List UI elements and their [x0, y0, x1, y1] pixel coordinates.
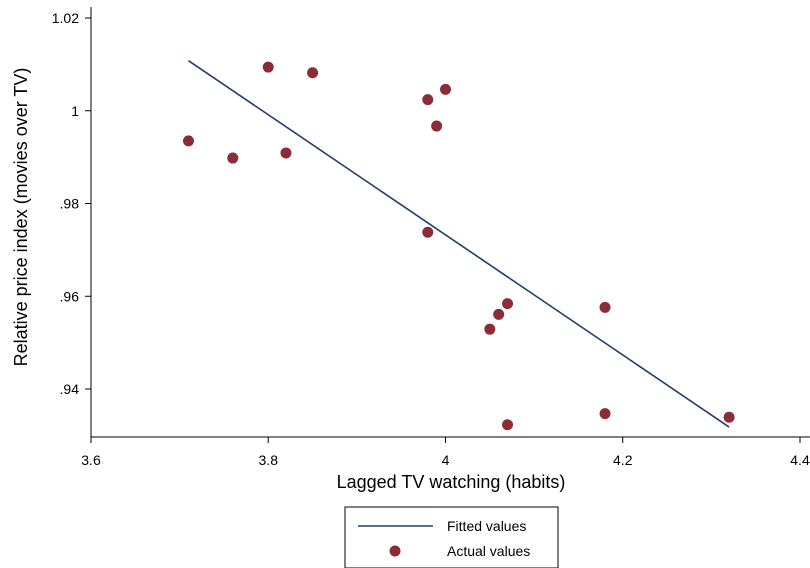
- legend-box: [344, 506, 559, 568]
- y-tick-label: 1: [71, 103, 79, 119]
- y-tick-label: 1.02: [52, 10, 79, 26]
- legend: Fitted values Actual values: [344, 506, 559, 568]
- data-point: [227, 152, 239, 164]
- y-tick-label: .98: [60, 196, 80, 212]
- y-tick-label: .94: [60, 381, 80, 397]
- data-point: [484, 323, 496, 335]
- fitted-line: [188, 60, 730, 428]
- axes: .94 .96 .98 1 1.02 3.6 3.8 4 4.2 4.4: [52, 7, 810, 468]
- data-point: [502, 419, 514, 431]
- data-point: [493, 308, 505, 320]
- x-tick-label: 4: [442, 452, 450, 468]
- legend-label: Fitted values: [447, 518, 526, 534]
- x-tick-label: 3.6: [81, 452, 101, 468]
- plot-area: [182, 60, 735, 431]
- y-ticks: .94 .96 .98 1 1.02: [52, 10, 91, 397]
- data-point: [307, 67, 319, 79]
- data-point: [262, 61, 274, 73]
- x-axis-title: Lagged TV watching (habits): [337, 472, 566, 492]
- data-point: [440, 83, 451, 95]
- data-point: [422, 226, 434, 238]
- x-tick-label: 4.2: [613, 452, 633, 468]
- data-point: [431, 120, 443, 132]
- data-point: [422, 94, 434, 106]
- x-ticks: 3.6 3.8 4 4.2 4.4: [81, 437, 810, 468]
- legend-marker-swatch: [389, 545, 401, 557]
- data-point: [182, 135, 194, 147]
- y-tick-label: .96: [60, 288, 80, 304]
- data-point: [599, 408, 611, 420]
- x-tick-label: 3.8: [259, 452, 279, 468]
- data-point: [599, 301, 611, 313]
- legend-items: Fitted values Actual values: [358, 518, 530, 559]
- data-point: [502, 298, 514, 310]
- x-tick-label: 4.4: [790, 452, 810, 468]
- data-point: [280, 147, 292, 159]
- data-point: [723, 411, 735, 423]
- legend-label: Actual values: [447, 543, 530, 559]
- y-axis-title: Relative price index (movies over TV): [11, 68, 31, 367]
